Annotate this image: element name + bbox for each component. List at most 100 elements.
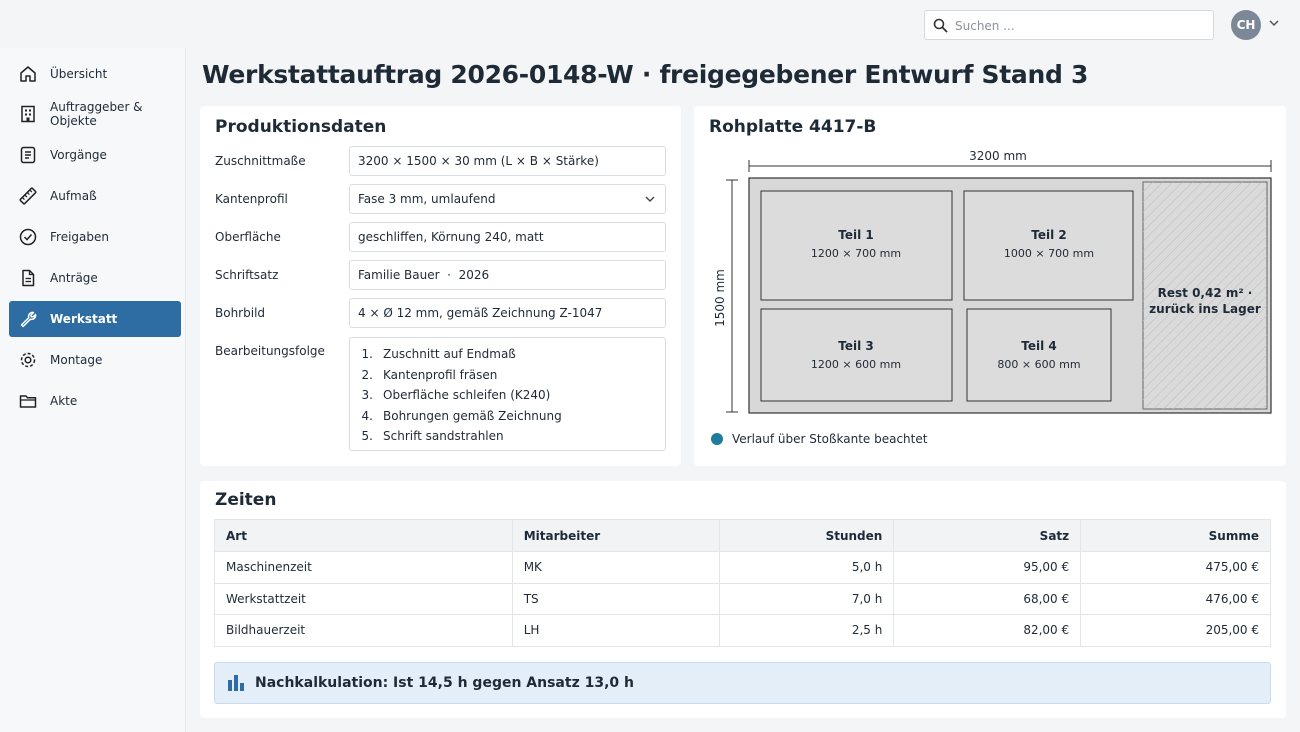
list-item: 3. Oberfläche schleifen (K240) xyxy=(350,385,665,406)
part-dims: 1200 × 700 mm xyxy=(811,247,901,260)
step-text: Kantenprofil fräsen xyxy=(383,367,498,382)
step-text: Schrift sandstrahlen xyxy=(383,429,504,444)
part-dims: 800 × 600 mm xyxy=(997,358,1080,371)
part-3 xyxy=(760,308,953,402)
card-title: Produktionsdaten xyxy=(215,117,387,137)
step-text: Zuschnitt auf Endmaß xyxy=(383,347,516,362)
sidebar-item-auftraggeber[interactable]: Auftraggeber & Objekte xyxy=(9,96,181,132)
part-2 xyxy=(963,190,1134,301)
nachkalkulation-text: Nachkalkulation: Ist 14,5 h gegen Ansatz… xyxy=(255,675,634,691)
list-item: 5. Schrift sandstrahlen xyxy=(350,426,665,447)
rest-label: Rest 0,42 m² · xyxy=(1158,286,1253,300)
sidebar-item-werkstatt[interactable]: Werkstatt xyxy=(9,301,181,337)
list-item: 1. Zuschnitt auf Endmaß xyxy=(350,344,665,365)
sidebar-item-label: Werkstatt xyxy=(50,312,118,326)
top-bar: CH xyxy=(0,0,1300,48)
sidebar-item-label: Auftraggeber & Objekte xyxy=(50,100,143,128)
step-number: 3. xyxy=(361,388,373,403)
part-name: Teil 4 xyxy=(1021,339,1056,353)
kantenprofil-select[interactable]: Fase 3 mm, umlaufend xyxy=(349,184,666,214)
list-item: 2. Kantenprofil fräsen xyxy=(350,365,665,386)
nachkalkulation-bar: Nachkalkulation: Ist 14,5 h gegen Ansatz… xyxy=(214,662,1271,704)
card-title: Rohplatte 4417-B xyxy=(709,117,877,137)
sidebar-item-vorgaenge[interactable]: Vorgänge xyxy=(9,137,181,173)
sidebar-item-antraege[interactable]: Anträge xyxy=(9,260,181,296)
bohrbild-field[interactable]: 4 × Ø 12 mm, gemäß Zeichnung Z-1047 xyxy=(349,298,666,328)
table-row[interactable]: Bildhauerzeit LH 2,5 h 82,00 € 205,00 € xyxy=(214,614,1271,647)
table-cell: LH xyxy=(511,614,720,647)
column-header[interactable]: Summe xyxy=(1080,519,1271,552)
sidebar-item-label: Montage xyxy=(50,353,103,367)
part-name: Teil 3 xyxy=(838,339,873,353)
table-cell: 2,5 h xyxy=(718,614,895,647)
field-label: Bearbeitungsfolge xyxy=(215,344,325,358)
card-title: Zeiten xyxy=(215,490,277,510)
bearbeitungsfolge-list[interactable]: 1. Zuschnitt auf Endmaß 2. Kantenprofil fr… xyxy=(349,337,666,451)
table-cell: Maschinenzeit xyxy=(214,551,513,584)
step-number: 2. xyxy=(361,367,373,382)
table-cell: 5,0 h xyxy=(718,551,895,584)
table-row[interactable]: Werkstattzeit TS 7,0 h 68,00 € 476,00 € xyxy=(214,582,1271,615)
list-item: 4. Bohrungen gemäß Zeichnung xyxy=(350,406,665,427)
field-label: Zuschnittmaße xyxy=(215,154,306,168)
list-icon xyxy=(18,145,38,165)
sheet-diagram: 3200 mm 1500 mm Rest 0,42 m² · zurück in… xyxy=(713,149,1272,414)
bar-chart-icon xyxy=(227,674,245,692)
sidebar-item-label: Freigaben xyxy=(50,230,109,244)
table-cell: Bildhauerzeit xyxy=(214,614,513,647)
table-cell: 475,00 € xyxy=(1080,551,1271,584)
rest-label: zurück ins Lager xyxy=(1149,302,1261,316)
field-label: Schriftsatz xyxy=(215,268,279,282)
avatar[interactable]: CH xyxy=(1231,10,1261,40)
table-cell: 7,0 h xyxy=(718,582,895,615)
step-number: 4. xyxy=(361,408,373,423)
table-cell: 68,00 € xyxy=(893,582,1082,615)
search-input[interactable] xyxy=(955,15,1205,37)
sidebar-item-montage[interactable]: Montage xyxy=(9,342,181,378)
sidebar-item-label: Aufmaß xyxy=(50,189,97,203)
table-cell: 476,00 € xyxy=(1080,582,1271,615)
step-number: 1. xyxy=(361,347,373,362)
part-4 xyxy=(966,308,1112,402)
part-name: Teil 1 xyxy=(838,228,873,242)
table-cell: 205,00 € xyxy=(1080,614,1271,647)
sidebar-item-aufmass[interactable]: Aufmaß xyxy=(9,178,181,214)
produktionsdaten-card: Produktionsdaten Zuschnittmaße 3200 × 15… xyxy=(200,106,681,466)
table-cell: 82,00 € xyxy=(893,614,1082,647)
sidebar-item-freigaben[interactable]: Freigaben xyxy=(9,219,181,255)
column-header[interactable]: Art xyxy=(214,519,513,552)
table-cell: Werkstattzeit xyxy=(214,582,513,615)
part-name: Teil 2 xyxy=(1031,228,1066,242)
zeiten-table: Art Mitarbeiter Stunden Satz Summe Masch… xyxy=(214,519,1271,647)
building-icon xyxy=(18,104,38,124)
column-header[interactable]: Satz xyxy=(893,519,1082,552)
column-header[interactable]: Mitarbeiter xyxy=(511,519,720,552)
chevron-down-icon xyxy=(645,196,655,202)
table-header-row: Art Mitarbeiter Stunden Satz Summe xyxy=(214,519,1271,552)
oberflaeche-field[interactable]: geschliffen, Körnung 240, matt xyxy=(349,222,666,252)
zuschnittmasse-field[interactable]: 3200 × 1500 × 30 mm (L × B × Stärke) xyxy=(349,146,666,176)
gear-icon xyxy=(18,350,38,370)
table-cell: TS xyxy=(511,582,720,615)
chevron-down-icon[interactable] xyxy=(1268,18,1280,28)
zeiten-card: Zeiten Art Mitarbeiter Stunden Satz Summ… xyxy=(200,481,1286,718)
ruler-icon xyxy=(18,186,38,206)
field-label: Bohrbild xyxy=(215,306,266,320)
sidebar-item-akte[interactable]: Akte xyxy=(9,383,181,419)
sidebar-item-label: Vorgänge xyxy=(50,148,107,162)
table-cell: 95,00 € xyxy=(893,551,1082,584)
search-box[interactable] xyxy=(924,10,1214,40)
table-row[interactable]: Maschinenzeit MK 5,0 h 95,00 € 475,00 € xyxy=(214,551,1271,584)
part-dims: 1200 × 600 mm xyxy=(811,358,901,371)
schriftsatz-field[interactable]: Familie Bauer · 2026 xyxy=(349,260,666,290)
part-1 xyxy=(760,190,953,301)
table-cell: MK xyxy=(511,551,720,584)
sidebar-item-label: Übersicht xyxy=(50,67,108,81)
page-title: Werkstattauftrag 2026-0148-W · freigegeb… xyxy=(202,60,1089,89)
part-dims: 1000 × 700 mm xyxy=(1004,247,1094,260)
legend-text: Verlauf über Stoßkante beachtet xyxy=(732,432,928,446)
column-header[interactable]: Stunden xyxy=(718,519,895,552)
field-label: Oberfläche xyxy=(215,230,281,244)
sidebar-item-uebersicht[interactable]: Übersicht xyxy=(9,56,181,92)
rohplatte-card: Rohplatte 4417-B 3200 mm 1500 mm Rest 0,… xyxy=(694,106,1286,466)
